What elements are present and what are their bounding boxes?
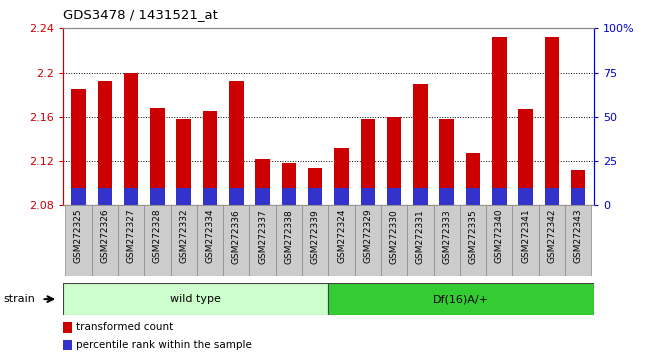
Bar: [308, 168, 323, 205]
Text: Df(16)A/+: Df(16)A/+: [433, 294, 489, 304]
Bar: [387, 117, 401, 205]
Bar: [223, 205, 249, 276]
Bar: [197, 205, 223, 276]
Bar: [150, 108, 164, 205]
Bar: [255, 159, 270, 205]
Bar: [124, 188, 139, 205]
Text: GSM272336: GSM272336: [232, 209, 241, 264]
Bar: [63, 283, 328, 315]
Text: GSM272324: GSM272324: [337, 209, 346, 263]
Bar: [92, 205, 118, 276]
Bar: [565, 205, 591, 276]
Text: GSM272338: GSM272338: [284, 209, 294, 264]
Bar: [466, 153, 480, 205]
Bar: [354, 205, 381, 276]
Text: percentile rank within the sample: percentile rank within the sample: [76, 340, 252, 350]
Text: wild type: wild type: [170, 294, 221, 304]
Bar: [360, 188, 375, 205]
Bar: [176, 119, 191, 205]
Bar: [334, 148, 348, 205]
Bar: [492, 188, 506, 205]
Bar: [249, 205, 276, 276]
Bar: [176, 188, 191, 205]
Text: GSM272332: GSM272332: [179, 209, 188, 263]
Text: GSM272329: GSM272329: [363, 209, 372, 263]
Bar: [413, 188, 428, 205]
Bar: [63, 322, 72, 333]
Bar: [544, 188, 559, 205]
Bar: [492, 37, 506, 205]
Bar: [203, 188, 217, 205]
Bar: [229, 81, 244, 205]
Bar: [203, 111, 217, 205]
Text: GSM272328: GSM272328: [153, 209, 162, 263]
Bar: [334, 188, 348, 205]
Bar: [276, 205, 302, 276]
Text: GSM272325: GSM272325: [74, 209, 83, 263]
Bar: [282, 188, 296, 205]
Bar: [413, 84, 428, 205]
Text: GSM272339: GSM272339: [311, 209, 319, 264]
Text: GSM272342: GSM272342: [547, 209, 556, 263]
Bar: [434, 205, 460, 276]
Bar: [571, 170, 585, 205]
Text: GSM272337: GSM272337: [258, 209, 267, 264]
Bar: [460, 205, 486, 276]
Bar: [360, 119, 375, 205]
Bar: [440, 119, 454, 205]
Bar: [71, 188, 86, 205]
Text: GDS3478 / 1431521_at: GDS3478 / 1431521_at: [63, 8, 218, 21]
Text: GSM272326: GSM272326: [100, 209, 110, 263]
Bar: [63, 340, 72, 350]
Bar: [512, 205, 539, 276]
Bar: [387, 188, 401, 205]
Text: GSM272341: GSM272341: [521, 209, 530, 263]
Bar: [518, 109, 533, 205]
Bar: [571, 188, 585, 205]
Bar: [170, 205, 197, 276]
Bar: [407, 205, 434, 276]
Text: GSM272330: GSM272330: [389, 209, 399, 264]
Bar: [308, 188, 323, 205]
Text: transformed count: transformed count: [76, 322, 173, 332]
Bar: [440, 188, 454, 205]
Bar: [65, 205, 92, 276]
Bar: [150, 188, 164, 205]
Bar: [118, 205, 145, 276]
Text: GSM272333: GSM272333: [442, 209, 451, 264]
Bar: [328, 283, 594, 315]
Bar: [229, 188, 244, 205]
Bar: [328, 205, 354, 276]
Bar: [124, 73, 139, 205]
Bar: [255, 188, 270, 205]
Bar: [518, 188, 533, 205]
Bar: [544, 37, 559, 205]
Bar: [98, 188, 112, 205]
Bar: [302, 205, 328, 276]
Text: GSM272331: GSM272331: [416, 209, 425, 264]
Text: GSM272334: GSM272334: [205, 209, 214, 263]
Bar: [486, 205, 512, 276]
Text: GSM272343: GSM272343: [574, 209, 583, 263]
Bar: [71, 89, 86, 205]
Bar: [381, 205, 407, 276]
Text: GSM272327: GSM272327: [127, 209, 135, 263]
Bar: [98, 81, 112, 205]
Text: GSM272335: GSM272335: [469, 209, 478, 264]
Bar: [282, 163, 296, 205]
Bar: [466, 188, 480, 205]
Text: GSM272340: GSM272340: [495, 209, 504, 263]
Bar: [539, 205, 565, 276]
Bar: [145, 205, 170, 276]
Text: strain: strain: [3, 294, 35, 304]
